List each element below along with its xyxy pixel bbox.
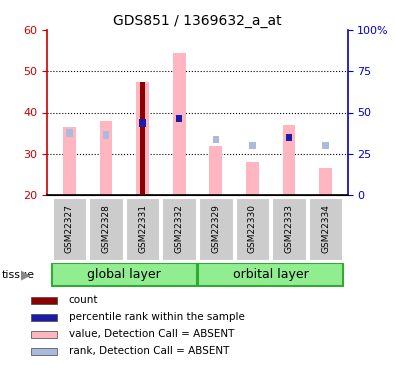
Bar (209, 146, 222, 195)
FancyBboxPatch shape (235, 198, 269, 260)
Bar (246, 162, 259, 195)
Text: GSM22334: GSM22334 (321, 204, 330, 253)
Text: ▶: ▶ (21, 268, 30, 281)
Bar (176, 115, 182, 122)
Text: GSM22330: GSM22330 (248, 204, 257, 253)
Text: GSM22327: GSM22327 (65, 204, 74, 253)
Bar (66, 129, 73, 137)
Bar (31, 297, 57, 304)
Text: GSM22332: GSM22332 (175, 204, 184, 253)
Text: GSM22329: GSM22329 (211, 204, 220, 253)
Text: value, Detection Call = ABSENT: value, Detection Call = ABSENT (69, 329, 234, 339)
Text: tissue: tissue (2, 270, 35, 280)
Bar (173, 53, 186, 195)
Bar (139, 119, 146, 126)
FancyBboxPatch shape (52, 263, 197, 286)
Bar (100, 121, 113, 195)
FancyBboxPatch shape (198, 263, 343, 286)
Bar (319, 168, 332, 195)
Text: orbital layer: orbital layer (233, 268, 308, 281)
Text: GSM22333: GSM22333 (284, 204, 293, 253)
Bar (282, 125, 295, 195)
Bar (31, 348, 57, 355)
Text: percentile rank within the sample: percentile rank within the sample (69, 312, 245, 322)
Bar (31, 314, 57, 321)
FancyBboxPatch shape (199, 198, 233, 260)
Text: GSM22331: GSM22331 (138, 204, 147, 253)
Bar (249, 142, 256, 149)
Title: GDS851 / 1369632_a_at: GDS851 / 1369632_a_at (113, 13, 282, 28)
FancyBboxPatch shape (53, 198, 86, 260)
Bar (322, 142, 329, 149)
Bar (136, 82, 149, 195)
Text: global layer: global layer (87, 268, 161, 281)
Text: rank, Detection Call = ABSENT: rank, Detection Call = ABSENT (69, 346, 229, 357)
Text: count: count (69, 295, 98, 305)
Bar (176, 115, 182, 122)
Text: GSM22328: GSM22328 (102, 204, 111, 253)
Bar (103, 132, 109, 139)
Bar (140, 82, 145, 195)
FancyBboxPatch shape (126, 198, 160, 260)
Bar (286, 134, 292, 141)
FancyBboxPatch shape (89, 198, 123, 260)
FancyBboxPatch shape (309, 198, 342, 260)
Bar (31, 331, 57, 338)
Bar (63, 127, 76, 195)
Bar (213, 136, 219, 143)
Bar (286, 134, 292, 141)
FancyBboxPatch shape (272, 198, 306, 260)
Bar (139, 119, 146, 126)
FancyBboxPatch shape (162, 198, 196, 260)
